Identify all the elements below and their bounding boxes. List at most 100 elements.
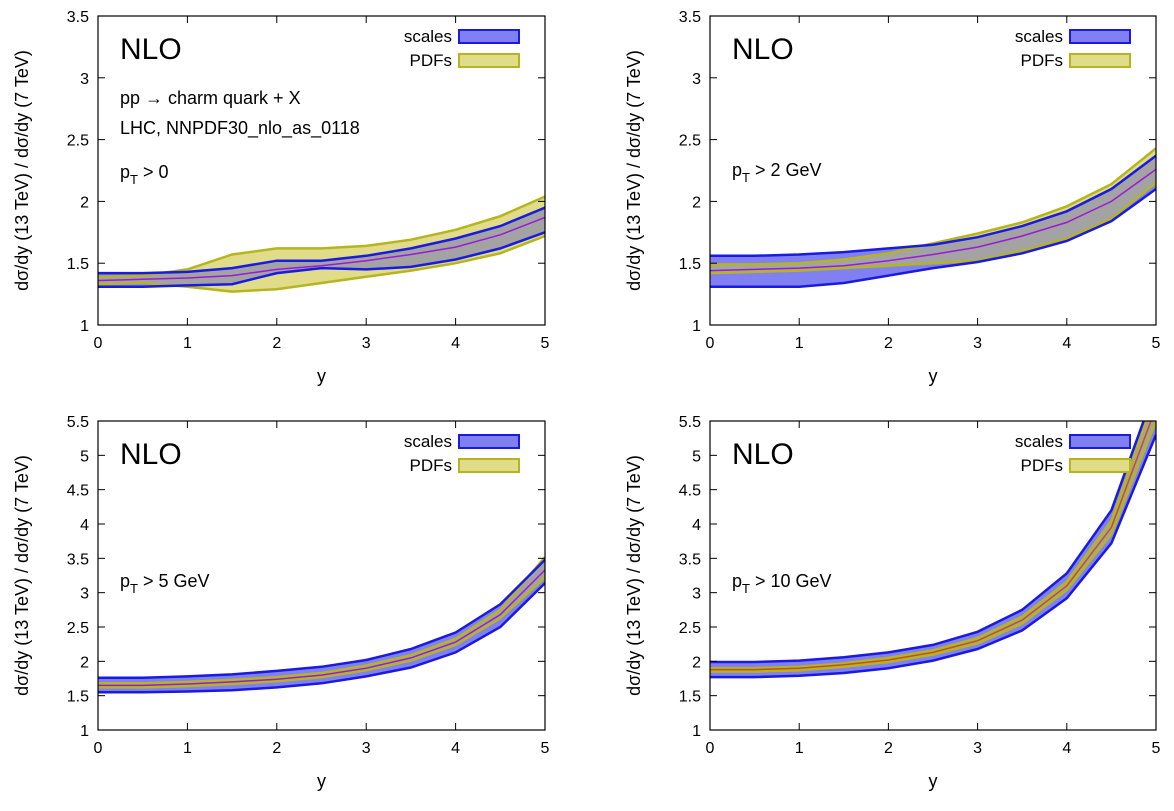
central-line: [98, 216, 545, 282]
plot-area: [98, 195, 545, 293]
x-tick-label: 3: [973, 335, 982, 352]
y-tick-label: 5: [692, 448, 701, 465]
plot-area: [710, 421, 1156, 679]
x-tick-label: 3: [362, 335, 371, 352]
scales-lower-edge: [710, 187, 1156, 288]
y-tick-label: 4: [80, 517, 89, 534]
y-tick-label: 3: [692, 71, 701, 88]
pdfs-upper-edge: [98, 556, 545, 685]
legend-swatch: [458, 458, 520, 473]
x-axis-label: y: [929, 366, 938, 386]
cut-label: pT > 2 GeV: [732, 160, 822, 185]
legend-swatch: [458, 29, 520, 44]
y-tick-label: 4.5: [67, 483, 89, 500]
x-tick-label: 5: [1152, 740, 1161, 757]
scales-lower-edge: [710, 434, 1156, 679]
annotation-text: pp → charm quark + X: [120, 88, 301, 108]
model-label: NLO: [120, 438, 182, 471]
x-tick-label: 5: [541, 740, 550, 757]
y-tick-label: 2: [692, 654, 701, 671]
y-tick-label: 2.5: [679, 133, 701, 150]
y-tick-label: 1.5: [67, 689, 89, 706]
pdfs-band: [98, 196, 545, 292]
plot-area: [710, 147, 1156, 288]
cut-label-p: p: [120, 162, 130, 182]
y-axis-label: dσ/dy (13 TeV) / dσ/dy (7 TeV): [624, 455, 644, 696]
cut-label: pT > 0: [120, 162, 169, 187]
y-tick-label: 3: [80, 586, 89, 603]
scales-upper-edge: [710, 421, 1145, 664]
x-tick-label: 1: [795, 335, 804, 352]
x-axis-label: y: [929, 771, 938, 791]
plot-frame: [709, 420, 1157, 731]
x-tick-label: 1: [795, 740, 804, 757]
cut-label-p: p: [120, 571, 130, 591]
y-tick-label: 2.5: [679, 620, 701, 637]
y-tick-label: 2.5: [67, 620, 89, 637]
model-label: NLO: [120, 33, 182, 66]
plot-area: [98, 556, 545, 694]
scales-upper-edge: [98, 206, 545, 275]
y-tick-label: 3: [80, 71, 89, 88]
pdfs-lower-edge: [98, 576, 545, 689]
y-tick-label: 2: [80, 654, 89, 671]
x-axis-label: y: [317, 771, 326, 791]
y-axis-label: dσ/dy (13 TeV) / dσ/dy (7 TeV): [12, 455, 32, 696]
y-tick-label: 5.5: [679, 414, 701, 431]
plot-frame: [97, 420, 546, 731]
legend-swatch: [1069, 434, 1131, 449]
y-tick-label: 1: [80, 318, 89, 335]
y-tick-label: 3.5: [679, 9, 701, 26]
y-tick-label: 1.5: [67, 256, 89, 273]
x-tick-label: 4: [1062, 335, 1071, 352]
y-axis-label: dσ/dy (13 TeV) / dσ/dy (7 TeV): [624, 50, 644, 291]
pdfs-lower-edge: [710, 421, 1156, 673]
cut-label-p: p: [732, 571, 742, 591]
pdfs-lower-edge: [710, 181, 1156, 275]
legend-swatch: [1069, 458, 1131, 473]
x-tick-label: 2: [272, 335, 281, 352]
cut-label-condition: > 5 GeV: [138, 571, 210, 591]
scales-upper-edge: [98, 558, 545, 680]
y-tick-label: 2: [80, 194, 89, 211]
scales-lower-edge: [98, 582, 545, 694]
plot-frame: [97, 15, 546, 326]
x-tick-label: 2: [884, 740, 893, 757]
scales-upper-edge: [710, 154, 1156, 258]
y-tick-label: 3.5: [67, 551, 89, 568]
legend-swatch: [1069, 53, 1131, 68]
cut-label-p: p: [732, 160, 742, 180]
plot-frame: [709, 15, 1157, 326]
y-tick-label: 1: [692, 723, 701, 740]
cut-label: pT > 5 GeV: [120, 571, 210, 596]
legend-label: scales: [1015, 432, 1063, 451]
x-tick-label: 4: [451, 740, 460, 757]
x-axis-label: y: [317, 366, 326, 386]
y-tick-label: 1.5: [679, 256, 701, 273]
central-line: [710, 421, 1152, 671]
x-tick-label: 3: [973, 740, 982, 757]
x-tick-label: 2: [272, 740, 281, 757]
legend-label: PDFs: [1021, 456, 1064, 475]
x-tick-label: 3: [362, 740, 371, 757]
x-tick-label: 0: [706, 740, 715, 757]
legend-label: PDFs: [1021, 51, 1064, 70]
y-tick-label: 4.5: [679, 483, 701, 500]
annotation-text: LHC, NNPDF30_nlo_as_0118: [120, 118, 360, 139]
scales-band: [710, 421, 1156, 678]
y-tick-label: 3.5: [67, 9, 89, 26]
legend-label: PDFs: [410, 456, 453, 475]
cut-label-condition: > 2 GeV: [750, 160, 822, 180]
cut-label: pT > 10 GeV: [732, 571, 832, 596]
legend-swatch: [1069, 29, 1131, 44]
x-tick-label: 4: [451, 335, 460, 352]
y-tick-label: 4: [692, 517, 701, 534]
pdfs-upper-edge: [710, 147, 1156, 266]
central-line: [710, 168, 1156, 272]
y-tick-label: 1: [80, 723, 89, 740]
model-label: NLO: [732, 33, 794, 66]
cut-label-subscript: T: [130, 172, 138, 187]
y-tick-label: 3: [692, 586, 701, 603]
x-tick-label: 1: [183, 335, 192, 352]
